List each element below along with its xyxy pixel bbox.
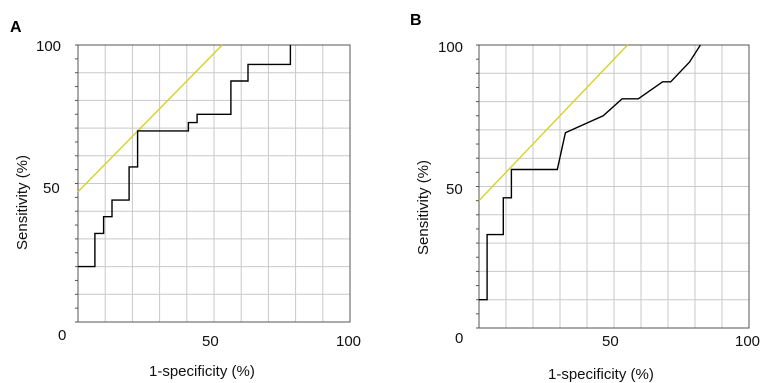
panel-b: B 100 50 0 50 100 1-specificity (%) Sens… [410,12,760,383]
panel-a-roc-curve [78,45,292,268]
panel-a-plot-frame [77,44,351,323]
panel-a-y-tick-100: 100 [36,38,61,55]
panel-a-letter: A [10,19,22,36]
panel-a-y-tick-0: 0 [58,327,66,344]
panel-b-y-tick-100: 100 [438,39,463,56]
panel-b-y-axis-title: Sensitivity (%) [415,160,432,255]
panel-a-y-tick-50: 50 [43,180,60,197]
panel-a-x-tick-50: 50 [202,333,219,350]
panel-b-roc-curve [479,44,701,301]
panel-b-x-axis-title: 1-specificity (%) [548,366,654,383]
panel-b-letter: B [410,12,422,29]
panel-a-grid [78,45,350,322]
panel-a-y-axis-title: Sensitivity (%) [14,155,31,250]
panel-b-x-tick-100: 100 [735,333,760,350]
panel-a-reference-line [77,44,223,193]
panel-b-x-tick-50: 50 [602,333,619,350]
panel-b-grid [479,45,749,328]
panel-b-y-tick-50: 50 [446,181,463,198]
panel-b-reference-line [478,44,629,202]
panel-a-x-tick-100: 100 [336,333,361,350]
panel-a: A 100 50 0 50 100 1-specificity (%) Sens… [10,19,361,380]
panel-b-x-tick-0: 0 [455,330,463,347]
panel-b-plot-frame [478,44,750,329]
panel-a-x-axis-title: 1-specificity (%) [149,363,255,380]
